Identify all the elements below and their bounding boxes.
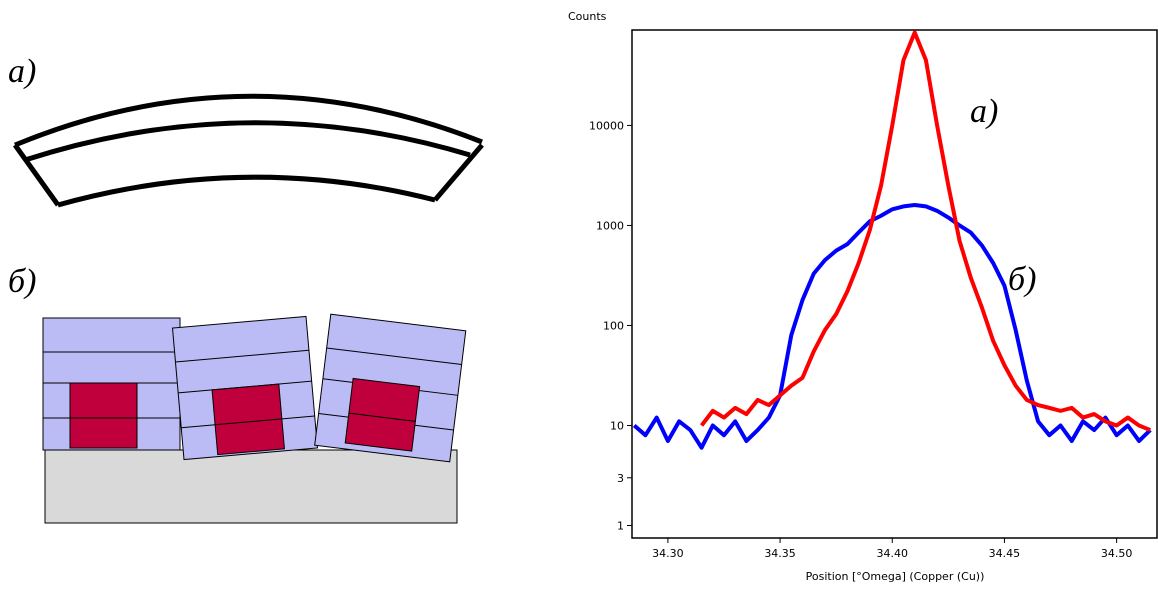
arc [14, 93, 483, 148]
diagram-label: б) [8, 263, 36, 300]
edge [433, 143, 484, 202]
arc [24, 120, 471, 163]
y-tick-label: 3 [617, 472, 624, 485]
x-axis-label: Position [°Omega] (Copper (Cu)) [806, 570, 985, 583]
y-tick-label: 10000 [589, 119, 624, 132]
block [171, 315, 319, 461]
y-tick-label: 1000 [596, 219, 624, 232]
substrate [44, 449, 458, 524]
plot-frame [631, 29, 1158, 539]
x-tick-label: 34.40 [877, 547, 909, 560]
bent-layer [12, 93, 484, 208]
annotation: а) [970, 93, 998, 130]
diagram-label: а) [8, 53, 36, 90]
edge [12, 143, 61, 207]
x-tick-label: 34.50 [1101, 547, 1133, 560]
block [42, 317, 181, 451]
diagram: а) б) [8, 53, 484, 524]
y-tick-label: 10 [610, 419, 624, 432]
x-tick-label: 34.30 [652, 547, 684, 560]
chart: Counts Position [°Omega] (Copper (Cu)) а… [568, 10, 1036, 583]
x-tick-label: 34.35 [764, 547, 796, 560]
arc [57, 174, 436, 208]
y-axis-label: Counts [568, 10, 607, 23]
annotation: б) [1008, 261, 1036, 298]
data-line [699, 30, 1152, 432]
x-tick-label: 34.45 [989, 547, 1021, 560]
y-tick-label: 100 [603, 319, 624, 332]
data-line [632, 203, 1152, 450]
y-tick-label: 1 [617, 520, 624, 533]
block [314, 313, 467, 463]
